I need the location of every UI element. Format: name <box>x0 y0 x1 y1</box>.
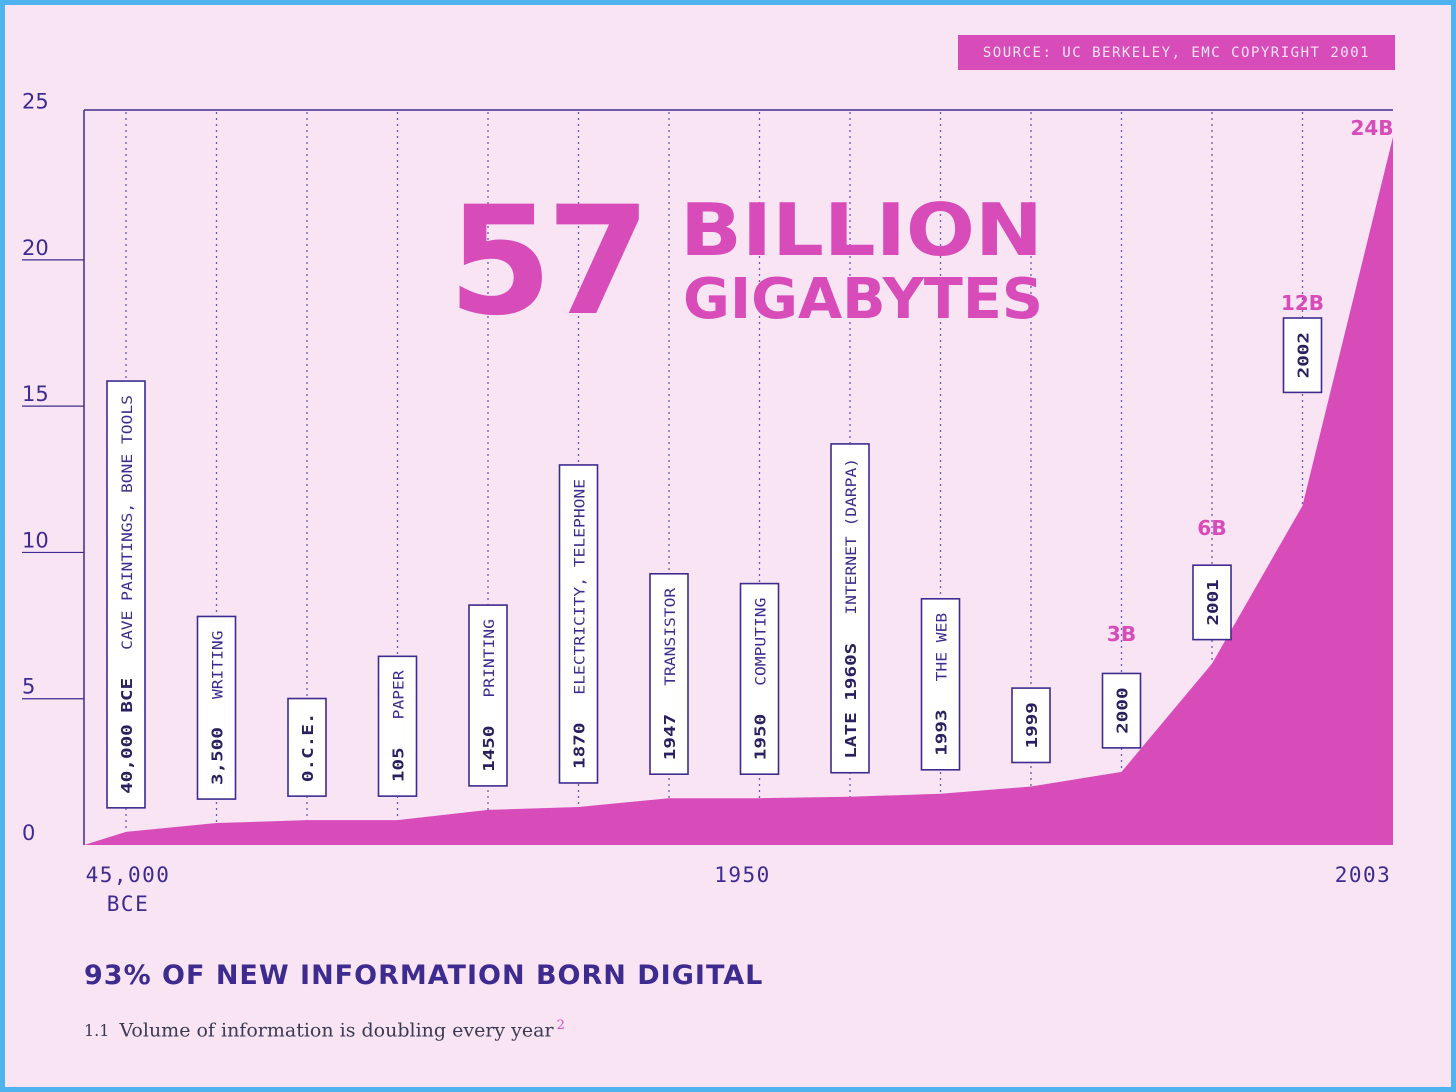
source-badge: SOURCE: UC BERKELEY, EMC COPYRIGHT 2001 <box>958 35 1395 70</box>
y-tick-label: 20 <box>22 236 49 260</box>
milestone-box-10: 1993 THE WEB <box>920 598 961 771</box>
milestone-event: PRINTING <box>482 619 498 697</box>
milestone-year: 1947 <box>661 714 679 760</box>
information-volume-area <box>84 137 1393 845</box>
milestone-box-frame <box>196 615 237 800</box>
chart-frame <box>5 5 1451 1087</box>
milestone-box-frame <box>1101 672 1142 749</box>
milestone-box-1: 40,000 BCE CAVE PAINTINGS, BONE TOOLS <box>106 380 146 809</box>
milestone-year: 3,500 <box>209 727 227 785</box>
milestone-year: LATE 1960S <box>842 643 860 759</box>
headline-line2: GIGABYTES <box>683 267 1043 332</box>
headline-number: 57 <box>448 175 645 349</box>
milestone-box-4: 105 PAPER <box>377 655 418 797</box>
milestone-box-5: 1450 PRINTING <box>468 604 508 787</box>
caption-number: 1.1 <box>84 1021 110 1041</box>
footer-title: 93% OF NEW INFORMATION BORN DIGITAL <box>84 960 764 991</box>
x-tick-label: 2003 <box>1335 863 1392 887</box>
headline-line1: BILLION <box>680 188 1043 272</box>
milestone-event: COMPUTING <box>754 598 770 686</box>
milestone-box-frame <box>558 464 599 784</box>
milestone-year: 0.C.E. <box>299 713 317 783</box>
milestone-box-frame <box>649 572 689 775</box>
milestone-year: 105 <box>390 747 408 782</box>
milestone-box-3: 0.C.E. <box>287 697 327 797</box>
y-tick-labels: 0 5 10 15 20 25 <box>22 90 49 845</box>
milestone-box-frame <box>468 604 508 787</box>
milestone-event: THE WEB <box>935 613 951 682</box>
milestone-year: 1450 <box>480 725 498 771</box>
milestone-event: CAVE PAINTINGS, BONE TOOLS <box>120 395 136 650</box>
value-label: 6B <box>1197 516 1226 540</box>
milestone-event: WRITING <box>211 630 227 699</box>
y-tick-label: 5 <box>22 675 35 699</box>
milestone-boxes: 40,000 BCE CAVE PAINTINGS, BONE TOOLS 3,50… <box>106 317 1323 809</box>
y-tick-label: 25 <box>22 90 49 114</box>
milestone-event: INTERNET (DARPA) <box>844 458 860 615</box>
milestone-year: 1999 <box>1023 702 1041 748</box>
milestone-year: 1950 <box>752 714 770 760</box>
milestone-year: 2002 <box>1295 332 1313 378</box>
milestone-event: TRANSISTOR <box>663 587 679 686</box>
value-label: 3B <box>1107 622 1136 646</box>
headline: 57 BILLION GIGABYTES <box>448 175 1043 349</box>
value-label: 12B <box>1281 291 1324 315</box>
milestone-box-frame <box>1192 564 1232 641</box>
milestone-box-frame <box>830 443 870 774</box>
caption-text: Volume of information is doubling every … <box>119 1019 554 1042</box>
milestone-box-2: 3,500 WRITING <box>196 615 237 800</box>
footnote-mark: 2 <box>556 1018 565 1033</box>
milestone-box-7: 1947 TRANSISTOR <box>649 572 689 775</box>
y-gridlines <box>22 259 84 700</box>
information-volume-chart: 57 BILLION GIGABYTES 40,000 BCE CAVE PAIN… <box>22 90 1394 916</box>
milestone-box-frame <box>739 582 780 775</box>
x-tick-label: BCE <box>107 892 149 916</box>
x-tick-label: 45,000 <box>86 863 171 887</box>
milestone-box-8: 1950 COMPUTING <box>739 582 780 775</box>
milestone-box-11: 1999 <box>1011 687 1051 764</box>
milestone-box-frame <box>377 655 418 797</box>
milestone-year: 1870 <box>571 723 589 769</box>
value-label: 24B <box>1350 116 1393 140</box>
milestone-box-frame <box>1282 317 1323 394</box>
milestone-box-9: LATE 1960S INTERNET (DARPA) <box>830 443 870 774</box>
milestone-box-frame <box>1011 687 1051 764</box>
y-tick-label: 0 <box>22 821 35 845</box>
y-tick-label: 10 <box>22 528 49 552</box>
milestone-box-14: 2002 <box>1282 317 1323 394</box>
milestone-year: 1993 <box>933 709 951 755</box>
milestone-year: 40,000 BCE <box>118 678 136 794</box>
milestone-box-frame <box>920 598 961 771</box>
milestone-year: 2000 <box>1114 687 1132 733</box>
x-tick-label: 1950 <box>714 863 771 887</box>
milestone-box-6: 1870 ELECTRICITY, TELEPHONE <box>558 464 599 784</box>
milestone-box-frame <box>106 380 146 809</box>
milestone-event: ELECTRICITY, TELEPHONE <box>573 479 589 695</box>
x-tick-labels: 45,000 BCE 1950 2003 <box>86 863 1392 916</box>
y-tick-label: 15 <box>22 382 49 406</box>
milestone-event: PAPER <box>392 670 408 720</box>
milestone-box-12: 2000 <box>1101 672 1142 749</box>
milestone-year: 2001 <box>1204 579 1222 625</box>
milestone-box-13: 2001 <box>1192 564 1232 641</box>
footer-caption: 1.1 Volume of information is doubling eve… <box>84 1018 565 1041</box>
milestone-box-frame <box>287 697 327 797</box>
value-labels: 3B 6B 12B 24B <box>1107 116 1394 646</box>
